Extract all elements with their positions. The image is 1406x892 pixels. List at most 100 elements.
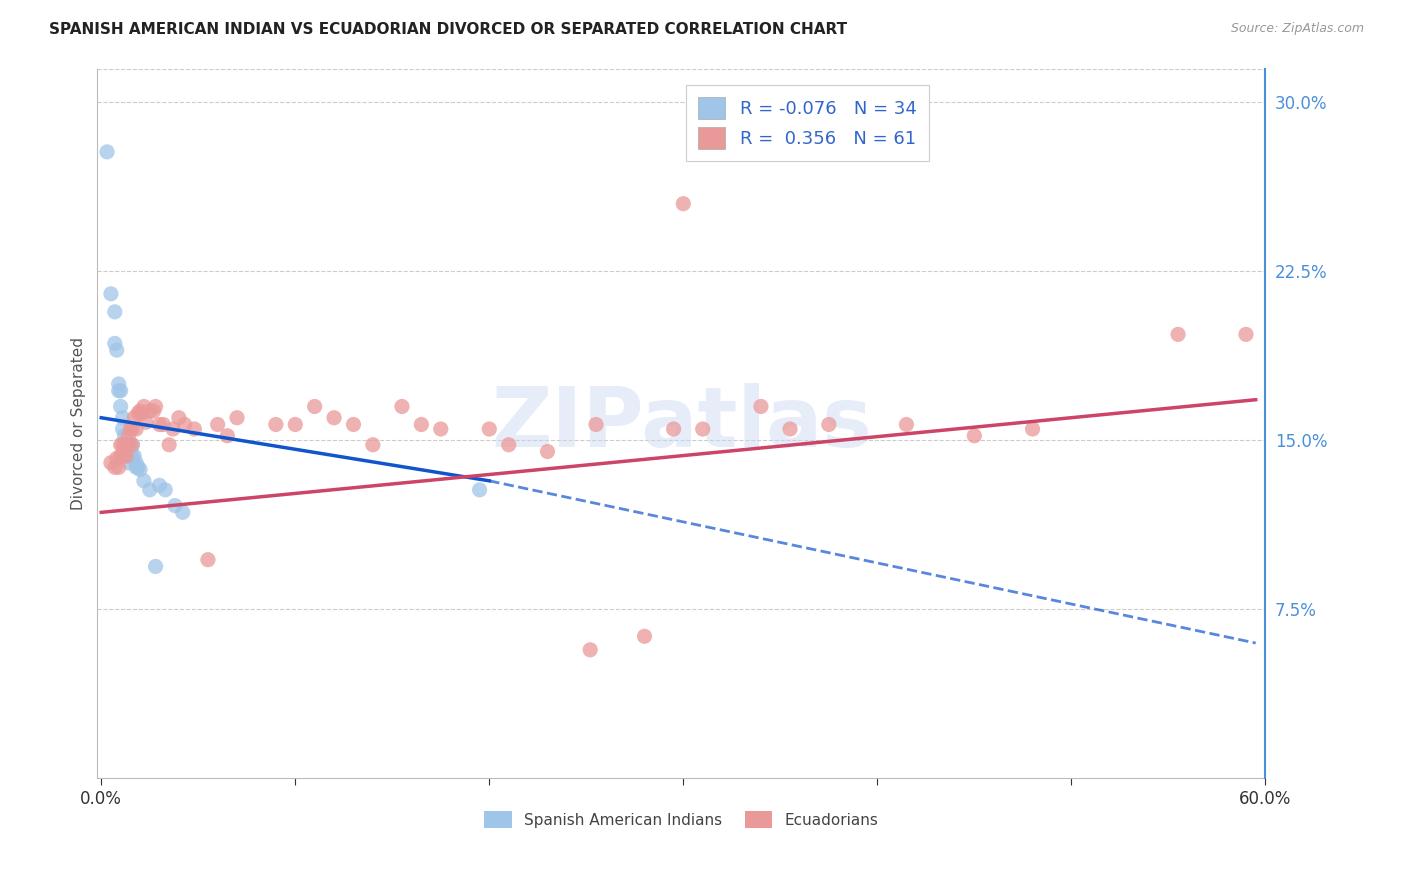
Point: [183, 422, 205, 436]
Point: [120, 422, 142, 436]
Point: [129, 404, 152, 418]
Point: [896, 417, 918, 432]
Point: [117, 429, 139, 443]
Point: [107, 384, 129, 398]
Point: [104, 460, 127, 475]
Point: [429, 422, 451, 436]
Point: [138, 404, 160, 418]
Point: [692, 422, 714, 436]
Point: [672, 196, 695, 211]
Point: [122, 449, 145, 463]
Point: [110, 438, 132, 452]
Text: ZIPatlas: ZIPatlas: [491, 383, 872, 464]
Point: [779, 422, 801, 436]
Point: [117, 438, 139, 452]
Point: [127, 406, 149, 420]
Text: Source: ZipAtlas.com: Source: ZipAtlas.com: [1230, 22, 1364, 36]
Point: [197, 552, 219, 566]
Point: [468, 483, 491, 497]
Point: [115, 449, 138, 463]
Point: [226, 410, 249, 425]
Y-axis label: Divorced or Separated: Divorced or Separated: [72, 337, 86, 510]
Point: [121, 438, 143, 452]
Point: [100, 456, 122, 470]
Point: [172, 505, 194, 519]
Point: [104, 305, 127, 319]
Point: [264, 417, 287, 432]
Legend: Spanish American Indians, Ecuadorians: Spanish American Indians, Ecuadorians: [478, 805, 884, 834]
Point: [132, 400, 155, 414]
Point: [391, 400, 413, 414]
Point: [162, 422, 184, 436]
Point: [105, 451, 128, 466]
Point: [125, 460, 148, 475]
Point: [120, 438, 142, 452]
Point: [173, 417, 195, 432]
Point: [107, 376, 129, 391]
Point: [167, 410, 190, 425]
Point: [129, 462, 152, 476]
Point: [138, 483, 160, 497]
Text: SPANISH AMERICAN INDIAN VS ECUADORIAN DIVORCED OR SEPARATED CORRELATION CHART: SPANISH AMERICAN INDIAN VS ECUADORIAN DI…: [49, 22, 848, 37]
Point: [114, 429, 136, 443]
Point: [342, 417, 364, 432]
Point: [163, 499, 186, 513]
Point: [155, 483, 177, 497]
Point: [579, 642, 602, 657]
Point: [121, 438, 143, 452]
Point: [323, 410, 346, 425]
Point: [115, 438, 138, 452]
Point: [105, 343, 128, 358]
Point: [125, 456, 148, 470]
Point: [111, 438, 134, 452]
Point: [145, 400, 167, 414]
Point: [120, 449, 142, 463]
Point: [148, 478, 170, 492]
Point: [125, 422, 148, 436]
Point: [1167, 327, 1189, 342]
Point: [122, 410, 145, 425]
Point: [152, 417, 174, 432]
Point: [132, 474, 155, 488]
Point: [107, 460, 129, 475]
Point: [117, 444, 139, 458]
Point: [217, 429, 239, 443]
Point: [148, 417, 170, 432]
Point: [117, 456, 139, 470]
Point: [284, 417, 307, 432]
Point: [110, 400, 132, 414]
Point: [96, 145, 118, 159]
Point: [115, 438, 138, 452]
Point: [536, 444, 558, 458]
Point: [411, 417, 433, 432]
Point: [121, 422, 143, 436]
Point: [142, 404, 165, 418]
Point: [1234, 327, 1257, 342]
Point: [111, 410, 134, 425]
Point: [633, 629, 655, 643]
Point: [304, 400, 326, 414]
Point: [498, 438, 520, 452]
Point: [157, 438, 180, 452]
Point: [963, 429, 986, 443]
Point: [110, 384, 132, 398]
Point: [114, 438, 136, 452]
Point: [585, 417, 607, 432]
Point: [662, 422, 685, 436]
Point: [361, 438, 384, 452]
Point: [127, 460, 149, 475]
Point: [749, 400, 772, 414]
Point: [114, 444, 136, 458]
Point: [131, 406, 153, 420]
Point: [135, 415, 157, 429]
Point: [115, 449, 138, 463]
Point: [1021, 422, 1043, 436]
Point: [121, 449, 143, 463]
Point: [111, 422, 134, 436]
Point: [104, 336, 127, 351]
Point: [817, 417, 839, 432]
Point: [145, 559, 167, 574]
Point: [111, 449, 134, 463]
Point: [478, 422, 501, 436]
Point: [207, 417, 229, 432]
